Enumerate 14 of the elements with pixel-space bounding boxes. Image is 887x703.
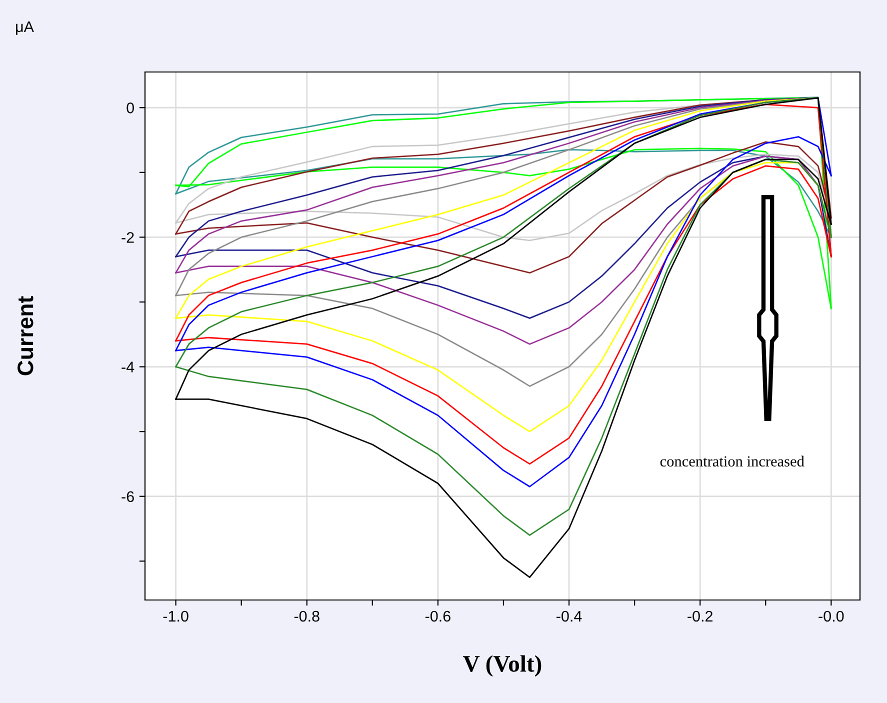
annotation: concentration increased [660, 456, 804, 467]
x-tick-label: -0.0 [818, 610, 844, 622]
x-tick-label: -0.6 [425, 610, 450, 622]
y-tick-label: -2 [122, 232, 134, 243]
text: μA [16, 21, 34, 35]
y-tick-label: -6 [122, 491, 134, 502]
y-tick-label: 0 [126, 102, 134, 114]
y-axis-title: Current [18, 296, 34, 376]
x-tick-label: -0.4 [556, 610, 582, 622]
x-tick-label: -1.0 [163, 610, 188, 622]
y-tick-label: -4 [122, 362, 134, 372]
x-tick-label: -0.8 [294, 610, 320, 622]
x-tick-label: -0.2 [688, 610, 712, 622]
x-axis-title: V (Volt) [463, 655, 542, 677]
